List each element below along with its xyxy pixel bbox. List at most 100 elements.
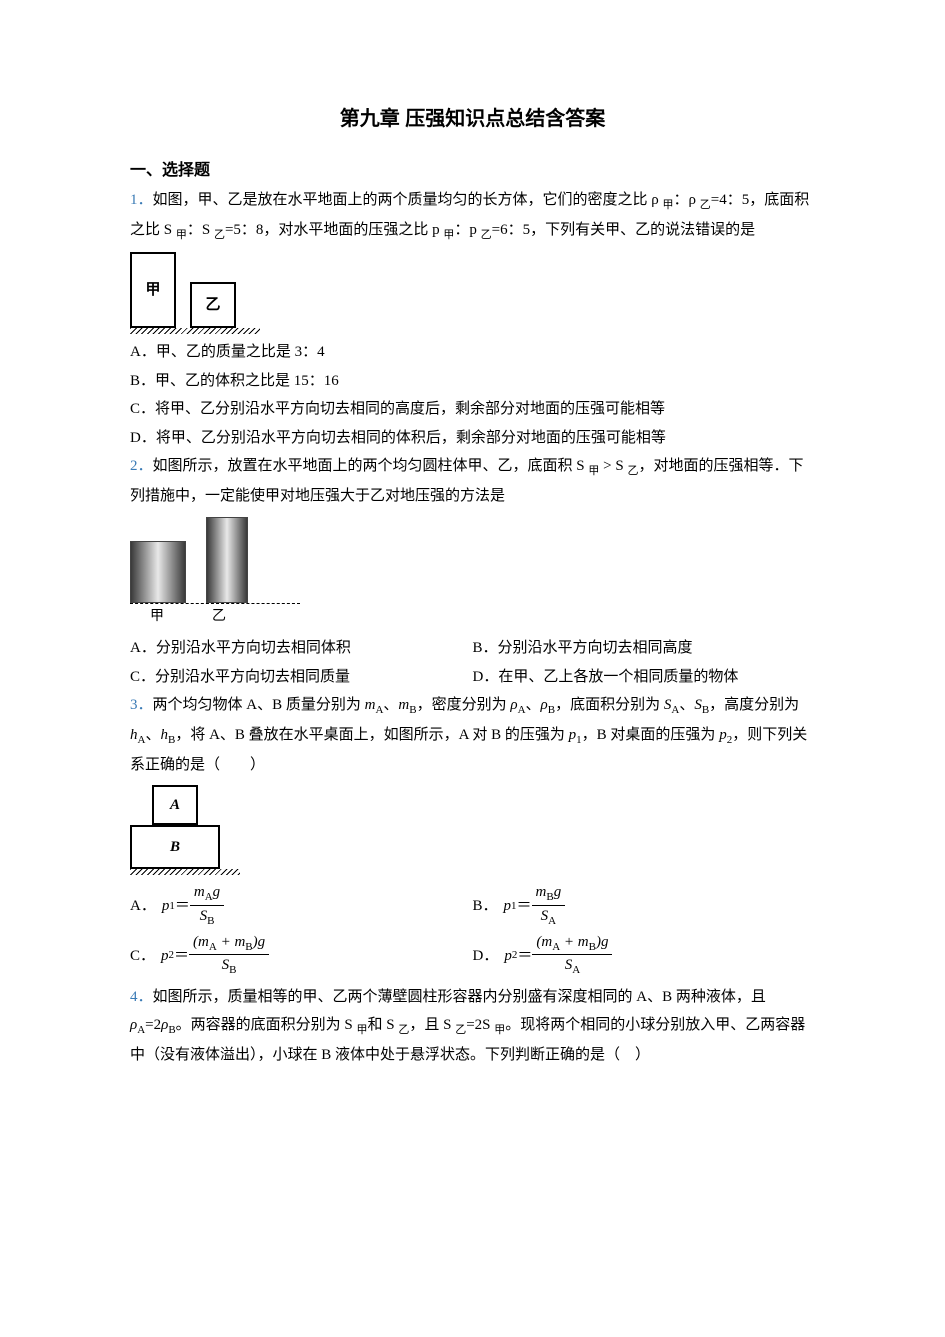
q4-sub-yi-2: 乙: [455, 1024, 466, 1036]
q3-option-d: D． p2＝ (mA + mB)g SA: [473, 933, 816, 979]
q2-figure: 甲 乙: [130, 517, 815, 631]
q2-stem-a: 如图所示，放置在水平地面上的两个均匀圆柱体甲、乙，底面积 S: [153, 458, 589, 474]
q3-mA: m: [365, 697, 376, 713]
q3-eqD-plus: +: [560, 934, 578, 950]
q3-optC-label: C．: [130, 942, 155, 971]
q4-sub-jia-2: 甲: [494, 1024, 505, 1036]
q3-sep-4: 、: [145, 727, 160, 743]
q3-SB: S: [694, 697, 702, 713]
q1-option-b: B．甲、乙的体积之比是 15：16: [130, 367, 815, 396]
q3-eqD-mA: m: [541, 934, 552, 950]
q3-eqD-frac: (mA + mB)g SA: [532, 933, 612, 979]
q2-cylinder-yi: [206, 517, 248, 603]
q2-label-jia: 甲: [150, 604, 164, 631]
q4-stem-a: 如图所示，质量相等的甲、乙两个薄壁圆柱形容器内分别盛有深度相同的 A、B 两种液…: [153, 989, 766, 1005]
q3-optA-label: A．: [130, 892, 156, 921]
q3-mB: m: [398, 697, 409, 713]
q1-option-a: A．甲、乙的质量之比是 3：4: [130, 338, 815, 367]
q3-eqD-mAsub: A: [552, 941, 560, 953]
q3-p2: p: [719, 727, 727, 743]
q1-stem-g: =6：5，下列有关甲、乙的说法错误的是: [492, 222, 755, 238]
q3-eqB-num-m: m: [536, 884, 547, 900]
page-title: 第九章 压强知识点总结含答案: [130, 100, 815, 138]
q3-option-a: A． p1＝ mAg SB: [130, 883, 473, 929]
q4-sub-yi-1: 乙: [398, 1024, 409, 1036]
q3-eqA-den-s: S: [200, 908, 208, 924]
q4-sub-jia-1: 甲: [357, 1024, 368, 1036]
q1-figure: 甲 乙: [130, 252, 815, 334]
q3-stem-c: ，底面积分别为: [555, 697, 664, 713]
q3-eqB-den-ssub: A: [548, 915, 556, 927]
q3-eqC-mAsub: A: [209, 941, 217, 953]
q2-option-a: A．分别沿水平方向切去相同体积: [130, 634, 473, 663]
q3-eqD-p: p: [504, 942, 512, 971]
q3-stem-d: ，高度分别为: [709, 697, 799, 713]
q3-eqB-p: p: [504, 892, 512, 921]
q4-stem-c: ，且 S: [409, 1017, 455, 1033]
q1-stem-a: 如图，甲、乙是放在水平地面上的两个质量均匀的长方体，它们的密度之比 ρ: [153, 192, 663, 208]
q3-eqC-mA: m: [198, 934, 209, 950]
q3-eqA-den-ssub: B: [207, 915, 214, 927]
q1-sub-yi-2: 乙: [214, 229, 225, 241]
q3-sep-3: 、: [679, 697, 694, 713]
q1-stem-b: ：ρ: [674, 192, 700, 208]
q1-option-c: C．将甲、乙分别沿水平方向切去相同的高度后，剩余部分对地面的压强可能相等: [130, 395, 815, 424]
q3-rhoB-sub: B: [548, 704, 555, 716]
q3-sep-2: 、: [526, 697, 541, 713]
q3-ground: [130, 869, 240, 875]
q3-number: 3．: [130, 697, 153, 713]
q2-sub-yi: 乙: [627, 465, 638, 477]
q3-option-b: B． p1＝ mBg SA: [473, 883, 816, 929]
q3-sep-1: 、: [383, 697, 398, 713]
q3-eqD-eq: ＝: [517, 942, 532, 971]
q4-rhoB-sub: B: [168, 1024, 175, 1036]
q3-stem-b: ，密度分别为: [417, 697, 511, 713]
q3-block-a: A: [152, 785, 198, 825]
q3-eqC-g: g: [258, 934, 266, 950]
q1-sub-jia-2: 甲: [176, 229, 187, 241]
q3-eqC-frac: (mA + mB)g SB: [189, 933, 269, 979]
q1-sub-jia-1: 甲: [663, 199, 674, 211]
q3-eqD-den-ssub: A: [572, 964, 580, 976]
q3-eqA-p: p: [162, 892, 170, 921]
q1-block-yi: 乙: [190, 282, 236, 328]
q2-cylinder-jia: [130, 541, 186, 603]
q3-eqC-den-ssub: B: [229, 964, 236, 976]
q3-mB-sub: B: [409, 704, 416, 716]
question-4: 4．如图所示，质量相等的甲、乙两个薄壁圆柱形容器内分别盛有深度相同的 A、B 两…: [130, 983, 815, 1070]
q1-sub-jia-3: 甲: [443, 229, 454, 241]
question-3: 3．两个均匀物体 A、B 质量分别为 mA、mB，密度分别为 ρA、ρB，底面积…: [130, 691, 815, 779]
q3-eqA-frac: mAg SB: [190, 883, 224, 929]
q4-number: 4．: [130, 989, 153, 1005]
q3-eqC-plus: +: [217, 934, 235, 950]
q3-rhoA-sub: A: [518, 704, 526, 716]
q1-ground: [130, 328, 260, 334]
q3-figure: A B: [130, 785, 240, 875]
q3-optB-label: B．: [473, 892, 498, 921]
q3-eqC-eq: ＝: [174, 942, 189, 971]
q3-option-c: C． p2＝ (mA + mB)g SB: [130, 933, 473, 979]
question-1: 1．如图，甲、乙是放在水平地面上的两个质量均匀的长方体，它们的密度之比 ρ 甲：…: [130, 186, 815, 246]
question-2: 2．如图所示，放置在水平地面上的两个均匀圆柱体甲、乙，底面积 S 甲 > S 乙…: [130, 452, 815, 510]
q3-optD-label: D．: [473, 942, 499, 971]
q3-stem-e: ，将 A、B 叠放在水平桌面上，如图所示，A 对 B 的压强为: [175, 727, 568, 743]
q4-and: 和 S: [368, 1017, 399, 1033]
q1-option-d: D．将甲、乙分别沿水平方向切去相同的体积后，剩余部分对地面的压强可能相等: [130, 424, 815, 453]
q2-label-yi: 乙: [212, 604, 226, 631]
q1-sub-yi-1: 乙: [700, 199, 711, 211]
q3-eqC-p: p: [161, 942, 169, 971]
q1-stem-e: =5：8，对水平地面的压强之比 p: [225, 222, 443, 238]
section-heading: 一、选择题: [130, 156, 815, 186]
q3-eqB-num-msub: B: [546, 891, 553, 903]
q3-hB: h: [160, 727, 168, 743]
q1-sub-yi-3: 乙: [481, 229, 492, 241]
q3-eqB-frac: mBg SA: [532, 883, 566, 929]
q3-eqA-num-m: m: [194, 884, 205, 900]
q3-rhoA: ρ: [510, 697, 517, 713]
q3-stem-f: ，B 对桌面的压强为: [582, 727, 720, 743]
q3-eqB-num-g: g: [554, 884, 562, 900]
q3-eqC-mB: m: [234, 934, 245, 950]
q4-rhoA-sub: A: [137, 1024, 145, 1036]
q4-stem-b: 。两容器的底面积分别为 S: [176, 1017, 357, 1033]
q1-block-jia: 甲: [130, 252, 176, 328]
